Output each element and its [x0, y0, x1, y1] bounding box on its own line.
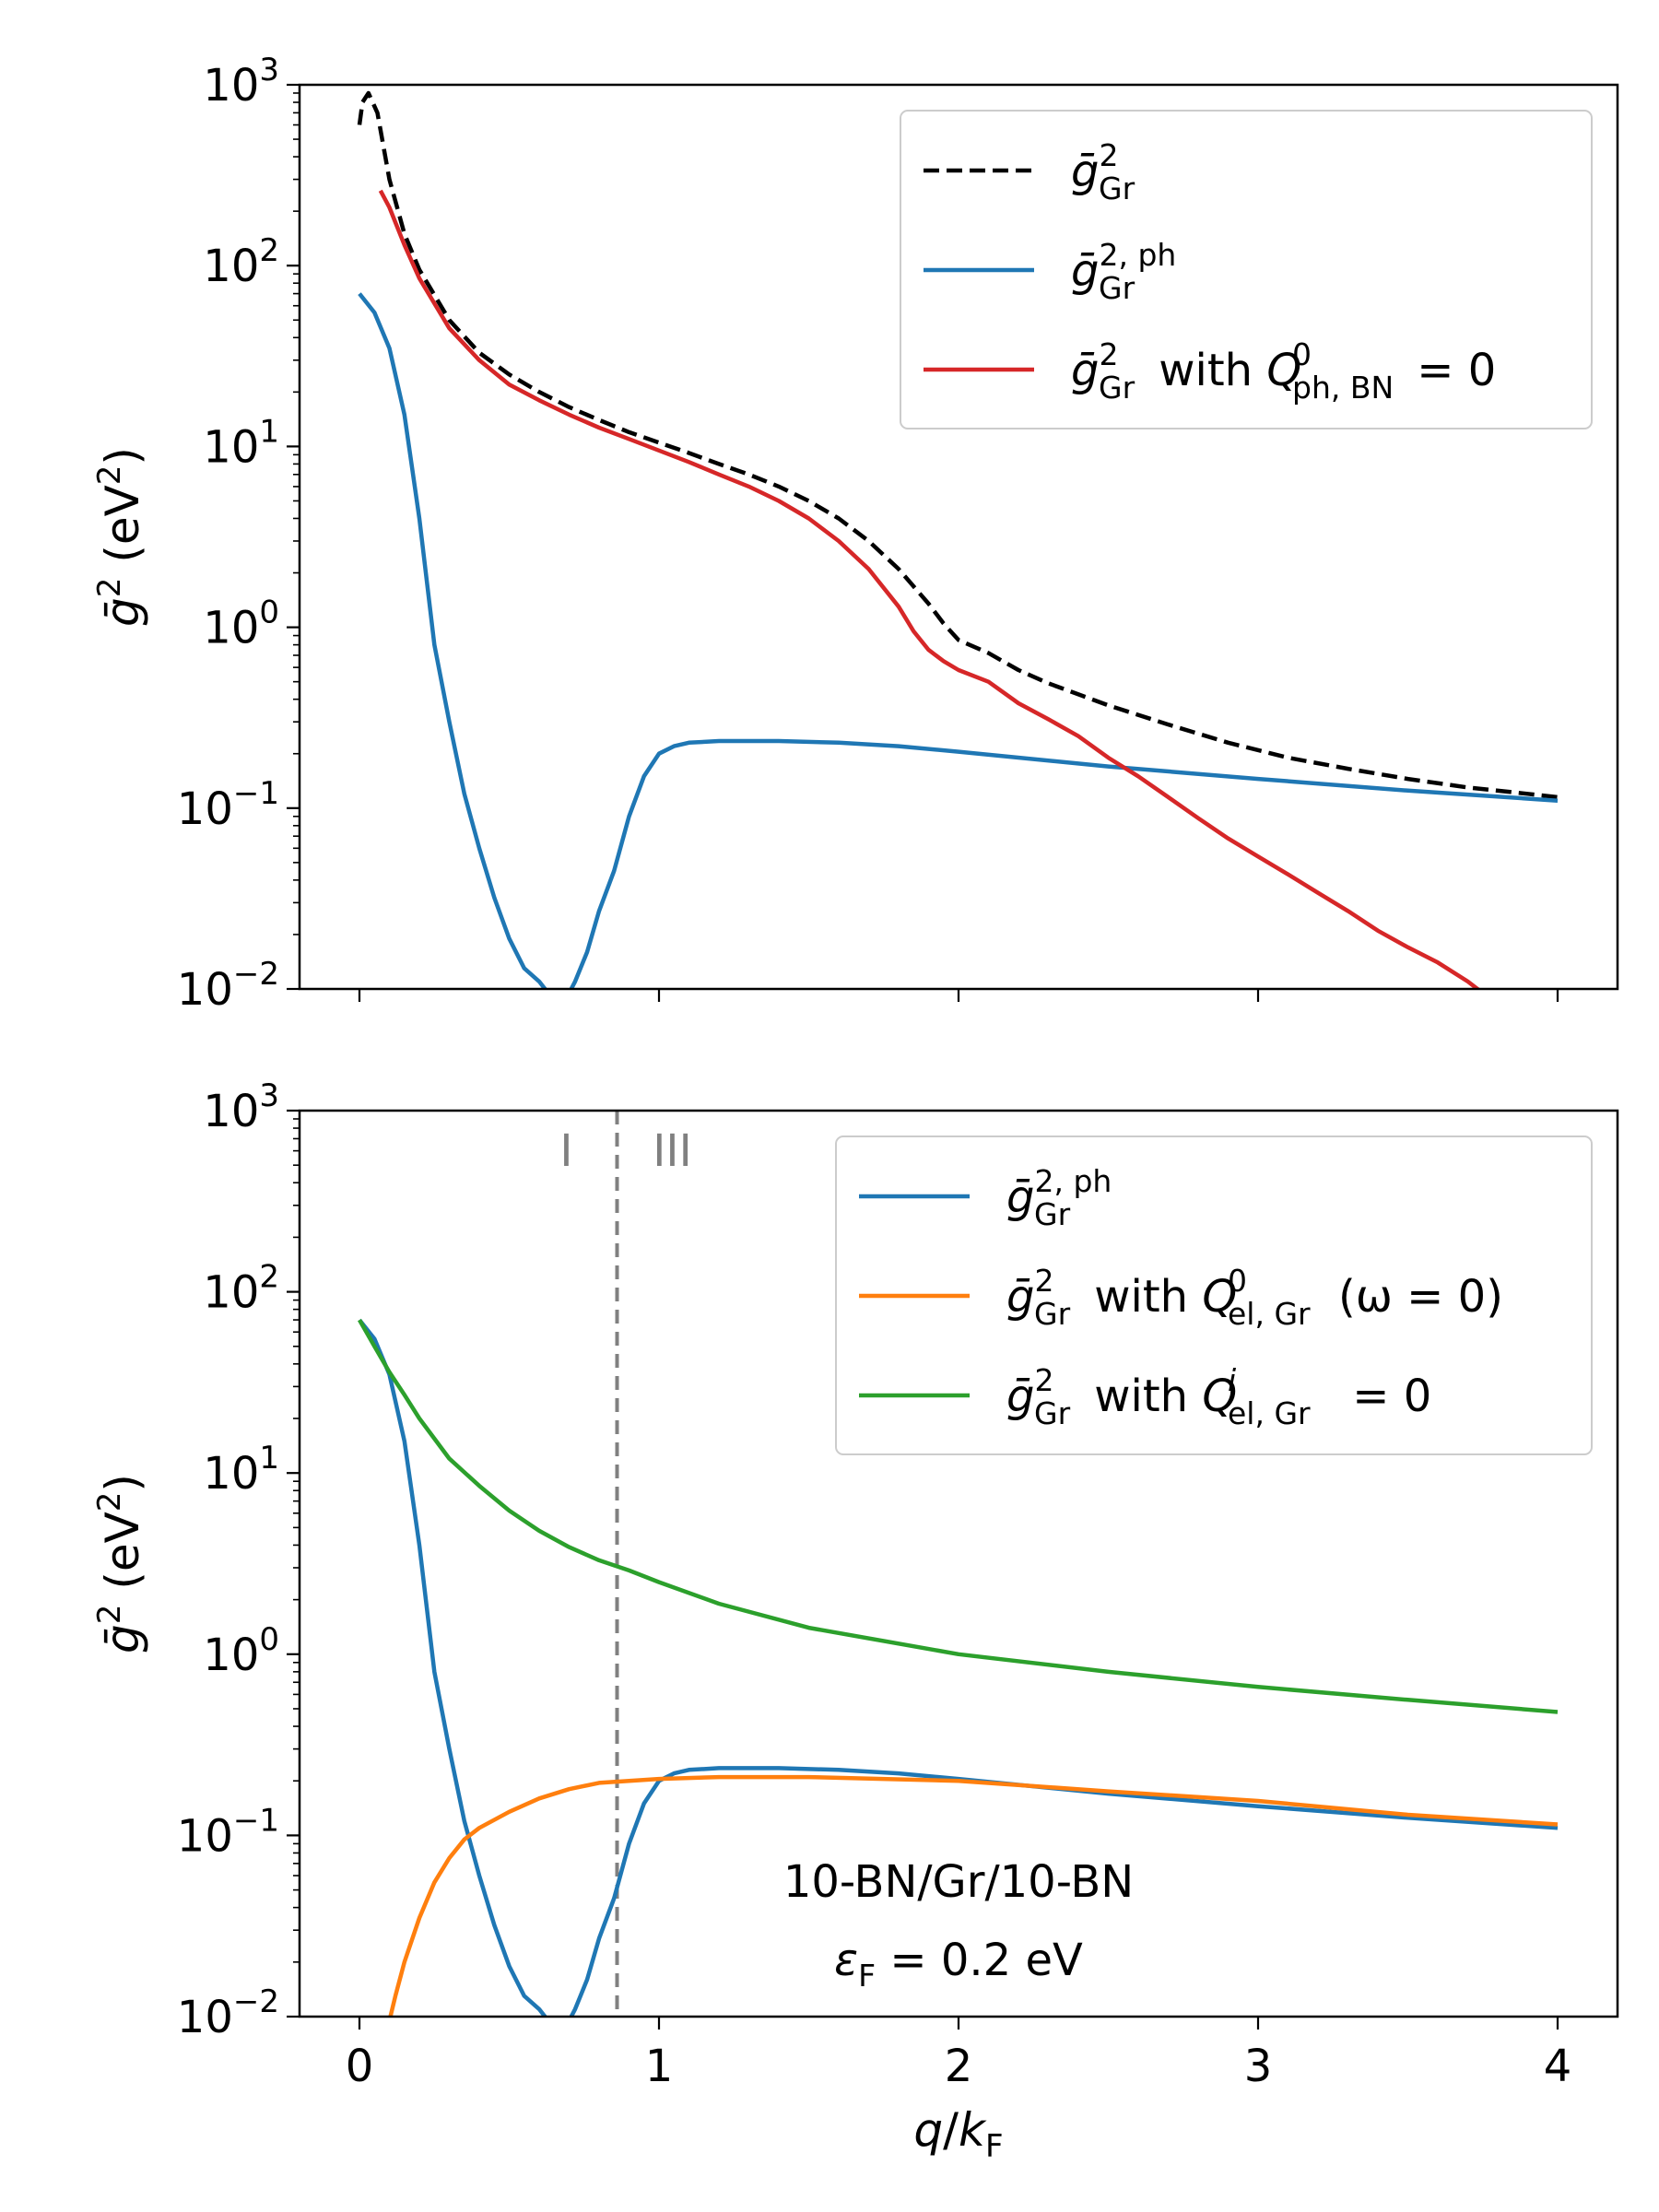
series-line-2: [358, 292, 1559, 989]
y-tick-label: 10−2: [177, 1983, 279, 2043]
region-label-iii: III: [653, 1125, 691, 1177]
series-line-3: [378, 189, 1481, 989]
legend-entry-3: ḡ2 Gr with Q0 ph, BN = 0: [1071, 336, 1496, 406]
y-axis-label: ḡ2 (eV2): [91, 447, 149, 627]
plot-frame: [298, 1109, 1619, 2018]
series-group: [357, 90, 1559, 989]
annotation-structure: 10-BN/Gr/10-BN: [783, 1856, 1134, 1908]
legend-box: [835, 1135, 1593, 1455]
region-label-i: I: [559, 1125, 572, 1177]
y-tick-label: 103: [203, 52, 279, 112]
x-tick-label: 4: [1544, 2041, 1572, 2092]
legend-entry-2: ḡ2 Gr with Q0 el, Gr (ω = 0): [1006, 1263, 1503, 1332]
series-group: [358, 1318, 1559, 2017]
x-tick-label: 2: [945, 2041, 973, 2092]
annotation-fermi-energy: εF = 0.2 eV: [834, 1935, 1083, 1994]
y-tick-label: 100: [203, 1621, 279, 1681]
legend-entry-1: ḡ2, ph Gr: [1006, 1163, 1112, 1232]
y-tick-label: 103: [203, 1077, 279, 1137]
y-tick-label: 100: [203, 594, 279, 654]
legend: ḡ2 Gr ḡ2, ph Gr ḡ2 Gr with Q0 ph, BN = 0: [900, 110, 1593, 429]
y-tick-label: 10−2: [177, 956, 279, 1016]
y-tick-label: 10−1: [177, 775, 279, 835]
series-line-3: [358, 1318, 1559, 1714]
legend-entry-2: ḡ2, ph Gr: [1071, 237, 1176, 306]
y-tick-label: 102: [203, 232, 279, 292]
top-panel: 103 102 101 100 10−1 10−2 ḡ2 (eV2) ḡ2 Gr ḡ2, p…: [91, 52, 1619, 1016]
y-tick-label: 10−1: [177, 1802, 279, 1862]
series-line-1: [358, 1318, 1559, 2017]
x-axis-label: q/kF: [913, 2103, 1003, 2165]
x-tick-label: 1: [645, 2041, 674, 2092]
y-tick-label: 101: [203, 413, 279, 473]
plot-frame: [298, 83, 1619, 991]
x-tick-label: 3: [1244, 2041, 1273, 2092]
legend: ḡ2, ph Gr ḡ2 Gr with Q0 el, Gr (ω = 0) ḡ2 Gr…: [835, 1135, 1593, 1455]
x-tick-label: 0: [346, 2041, 374, 2092]
y-tick-label: 102: [203, 1259, 279, 1319]
series-line-2: [388, 1774, 1559, 2017]
y-axis-label: ḡ2 (eV2): [91, 1474, 149, 1653]
y-tick-label: 101: [203, 1440, 279, 1500]
legend-box: [900, 110, 1593, 429]
legend-entry-1: ḡ2 Gr: [1071, 137, 1135, 206]
legend-entry-3: ḡ2 Gr with Qi el, Gr = 0: [1006, 1362, 1431, 1431]
